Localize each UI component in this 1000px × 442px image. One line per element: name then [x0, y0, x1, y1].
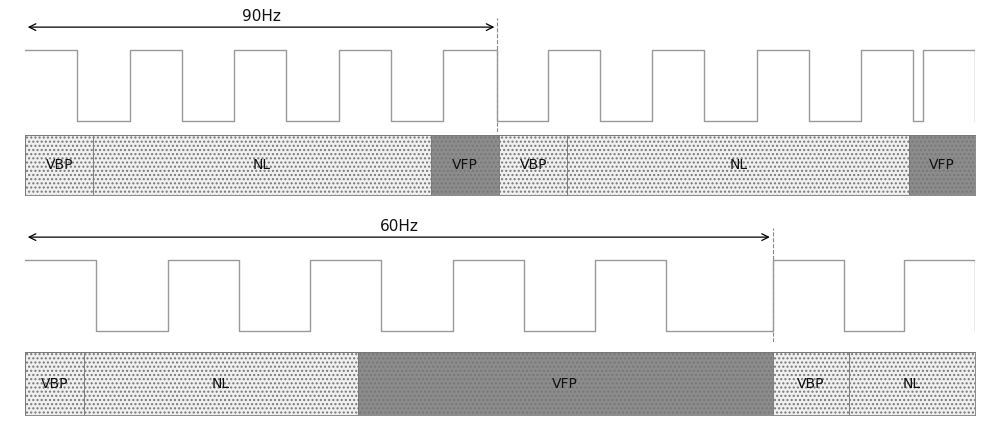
Bar — [567, 135, 909, 195]
Bar — [25, 135, 93, 195]
Text: NL: NL — [729, 158, 748, 172]
Bar — [84, 352, 358, 415]
Text: VBP: VBP — [45, 158, 73, 172]
Text: VFP: VFP — [929, 158, 955, 172]
Bar — [358, 352, 773, 415]
Bar — [499, 135, 567, 195]
Text: NL: NL — [253, 158, 271, 172]
Text: NL: NL — [212, 377, 230, 390]
Text: 90Hz: 90Hz — [242, 9, 281, 24]
Bar — [93, 135, 431, 195]
Text: VBP: VBP — [41, 377, 68, 390]
Text: VBP: VBP — [797, 377, 824, 390]
Bar — [909, 135, 975, 195]
Text: VFP: VFP — [552, 377, 578, 390]
Text: 60Hz: 60Hz — [379, 219, 418, 234]
Text: NL: NL — [903, 377, 921, 390]
Bar — [773, 352, 849, 415]
Bar — [849, 352, 975, 415]
Text: VBP: VBP — [520, 158, 547, 172]
Bar — [431, 135, 499, 195]
Bar — [25, 352, 84, 415]
Text: VFP: VFP — [452, 158, 478, 172]
